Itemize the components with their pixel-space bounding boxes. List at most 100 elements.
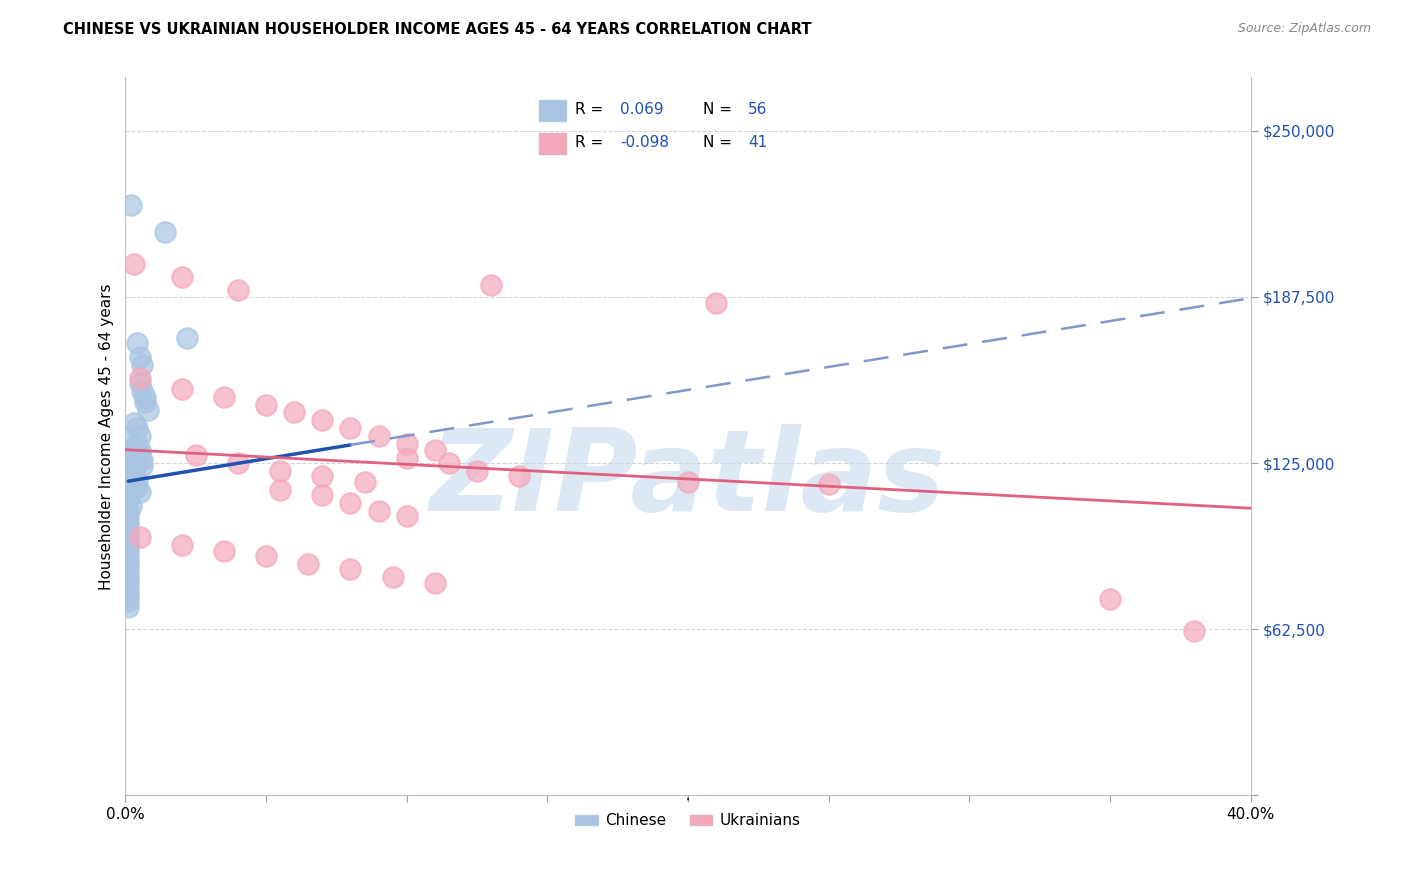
Point: [128, 376, 150, 391]
Point: [117, 599, 139, 614]
Point: [423, 575, 446, 590]
Point: [122, 469, 145, 483]
Point: [508, 469, 530, 483]
Point: [395, 509, 418, 524]
Point: [117, 472, 139, 486]
Point: [122, 467, 145, 481]
Point: [395, 437, 418, 451]
Point: [117, 567, 139, 582]
Point: [339, 562, 361, 576]
Point: [131, 458, 153, 473]
Point: [117, 594, 139, 608]
Point: [131, 453, 153, 467]
Point: [125, 421, 148, 435]
Point: [212, 543, 235, 558]
Point: [128, 371, 150, 385]
Point: [131, 358, 153, 372]
Point: [120, 477, 142, 491]
Point: [339, 421, 361, 435]
Point: [117, 520, 139, 534]
Point: [117, 541, 139, 555]
Point: [120, 456, 142, 470]
Point: [170, 538, 193, 552]
Point: [170, 382, 193, 396]
Point: [153, 225, 176, 239]
Point: [269, 464, 291, 478]
Text: CHINESE VS UKRAINIAN HOUSEHOLDER INCOME AGES 45 - 64 YEARS CORRELATION CHART: CHINESE VS UKRAINIAN HOUSEHOLDER INCOME …: [63, 22, 811, 37]
Point: [117, 509, 139, 524]
Point: [367, 504, 389, 518]
Point: [254, 549, 277, 563]
Point: [117, 562, 139, 576]
Point: [122, 464, 145, 478]
Point: [117, 551, 139, 566]
Point: [176, 331, 198, 345]
Point: [117, 573, 139, 587]
Point: [226, 456, 249, 470]
Point: [122, 416, 145, 430]
Point: [122, 256, 145, 270]
Point: [353, 475, 375, 489]
Point: [226, 283, 249, 297]
Point: [136, 402, 159, 417]
Point: [117, 531, 139, 545]
Point: [311, 413, 333, 427]
Point: [125, 437, 148, 451]
Y-axis label: Householder Income Ages 45 - 64 years: Householder Income Ages 45 - 64 years: [100, 283, 114, 590]
Point: [437, 456, 460, 470]
Point: [254, 397, 277, 411]
Point: [117, 535, 139, 549]
Point: [120, 434, 142, 449]
Point: [128, 429, 150, 443]
Point: [117, 546, 139, 560]
Point: [128, 485, 150, 500]
Legend: Chinese, Ukrainians: Chinese, Ukrainians: [569, 807, 807, 834]
Point: [120, 483, 142, 497]
Point: [423, 442, 446, 457]
Point: [128, 448, 150, 462]
Point: [128, 531, 150, 545]
Point: [117, 525, 139, 540]
Point: [170, 269, 193, 284]
Point: [122, 445, 145, 459]
Point: [128, 350, 150, 364]
Point: [381, 570, 404, 584]
Point: [128, 442, 150, 457]
Point: [117, 493, 139, 508]
Point: [283, 405, 305, 419]
Point: [479, 277, 502, 292]
Point: [117, 583, 139, 598]
Point: [297, 557, 319, 571]
Point: [184, 448, 207, 462]
Text: Source: ZipAtlas.com: Source: ZipAtlas.com: [1237, 22, 1371, 36]
Point: [120, 461, 142, 475]
Point: [122, 440, 145, 454]
Point: [125, 336, 148, 351]
Point: [367, 429, 389, 443]
Point: [120, 198, 142, 212]
Point: [117, 578, 139, 592]
Point: [117, 504, 139, 518]
Point: [117, 515, 139, 529]
Point: [1182, 624, 1205, 638]
Point: [465, 464, 488, 478]
Point: [395, 450, 418, 465]
Point: [1098, 591, 1121, 606]
Point: [269, 483, 291, 497]
Point: [120, 499, 142, 513]
Point: [131, 384, 153, 399]
Point: [117, 488, 139, 502]
Point: [117, 589, 139, 603]
Point: [117, 557, 139, 571]
Point: [704, 296, 727, 310]
Text: ZIPatlas: ZIPatlas: [430, 424, 946, 535]
Point: [212, 390, 235, 404]
Point: [134, 395, 156, 409]
Point: [817, 477, 839, 491]
Point: [134, 390, 156, 404]
Point: [311, 469, 333, 483]
Point: [125, 480, 148, 494]
Point: [311, 488, 333, 502]
Point: [676, 475, 699, 489]
Point: [125, 450, 148, 465]
